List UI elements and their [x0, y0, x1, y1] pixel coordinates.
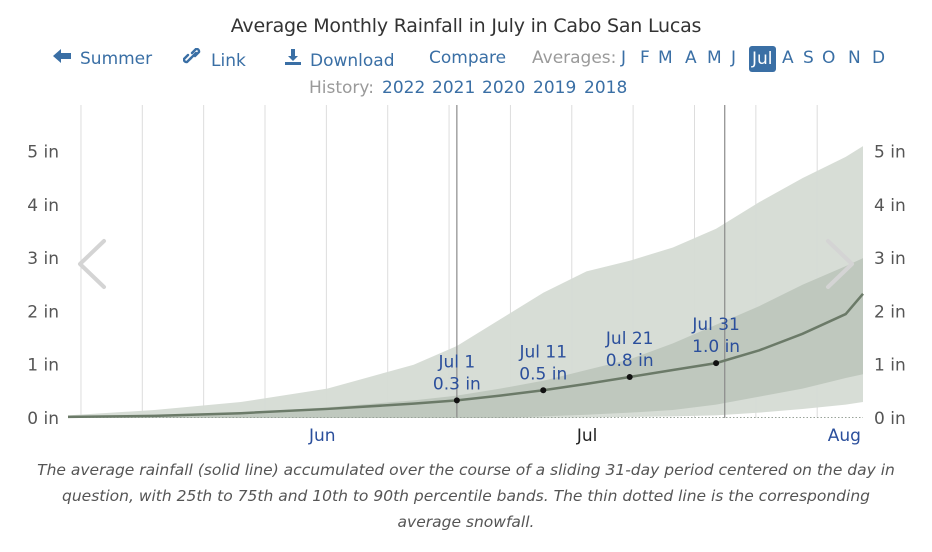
- month-1[interactable]: J: [621, 48, 627, 68]
- rainfall-chart: 0 in 1 in 2 in 3 in 4 in 5 in 0 in 1 in 2 in 3 i…: [27, 105, 906, 446]
- data-point-marker: [453, 397, 460, 404]
- y-tick-label-right: 1 in: [874, 356, 906, 376]
- download-icon: [284, 48, 302, 71]
- annotation-date: Jul 11: [518, 342, 567, 362]
- annotation-value: 0.5 in: [519, 364, 567, 384]
- month-3[interactable]: M: [658, 48, 673, 68]
- annotation-date: Jul 31: [691, 315, 740, 335]
- y-tick-label-right: 5 in: [874, 143, 906, 163]
- month-12[interactable]: D: [872, 48, 886, 68]
- y-tick-label-right: 0 in: [874, 409, 906, 429]
- link-icon: [182, 47, 203, 71]
- y-tick-label-left: 0 in: [27, 409, 59, 429]
- annotation-value: 0.3 in: [433, 374, 481, 394]
- y-tick-label-right: 4 in: [874, 196, 906, 216]
- next-arrow[interactable]: [826, 239, 854, 289]
- arrow-left-icon: [52, 48, 72, 69]
- month-5[interactable]: M: [707, 48, 722, 68]
- month-11[interactable]: N: [848, 48, 861, 68]
- data-point-marker: [713, 360, 720, 367]
- annotation-date: Jul 1: [437, 352, 475, 372]
- annotation-value: 0.8 in: [606, 351, 654, 371]
- x-tick-label: Jul: [576, 426, 598, 446]
- download-label: Download: [310, 51, 395, 71]
- month-9[interactable]: S: [803, 48, 814, 68]
- annotation-date: Jul 21: [605, 329, 654, 349]
- link-label: Link: [211, 51, 246, 71]
- y-tick-label-left: 1 in: [27, 356, 59, 376]
- y-tick-label-left: 5 in: [27, 143, 59, 163]
- y-tick-label-left: 2 in: [27, 302, 59, 322]
- history-year-2022[interactable]: 2022: [382, 78, 426, 98]
- annotations: Jul 10.3 in Jul 110.5 in Jul 210.8 in Jul 3…: [433, 315, 740, 404]
- highlight-lines: [456, 105, 726, 418]
- history-year-2019[interactable]: 2019: [533, 78, 577, 98]
- y-axis-right: 0 in 1 in 2 in 3 in 4 in 5 in: [874, 143, 906, 430]
- month-7[interactable]: Jul: [749, 46, 776, 72]
- chevron-right-icon: [826, 239, 854, 289]
- y-tick-label-right: 3 in: [874, 249, 906, 269]
- annotation-value: 1.0 in: [692, 337, 740, 357]
- averages-label: Averages:: [532, 48, 617, 68]
- compare-button[interactable]: Compare: [429, 48, 507, 68]
- month-6[interactable]: J: [731, 48, 737, 68]
- x-tick-label: Jun: [308, 426, 336, 446]
- month-8[interactable]: A: [782, 48, 794, 68]
- chevron-left-icon: [78, 239, 106, 289]
- nav-bar: Summer Link Download Compare Averages: J…: [0, 46, 932, 72]
- average-rainfall-line: [67, 292, 864, 419]
- page-title: Average Monthly Rainfall in July in Cabo…: [230, 15, 702, 37]
- download-button[interactable]: Download: [284, 48, 395, 71]
- data-point-marker: [626, 373, 633, 380]
- history-year-2018[interactable]: 2018: [584, 78, 628, 98]
- x-tick-label: Aug: [828, 426, 861, 446]
- link-button[interactable]: Link: [182, 47, 246, 71]
- history-year-2021[interactable]: 2021: [432, 78, 476, 98]
- x-axis: Jun Jul Aug: [308, 426, 861, 446]
- y-tick-label-left: 4 in: [27, 196, 59, 216]
- history-year-2020[interactable]: 2020: [482, 78, 526, 98]
- history-label: History:: [309, 78, 374, 98]
- y-tick-label-left: 3 in: [27, 249, 59, 269]
- month-4[interactable]: A: [685, 48, 697, 68]
- month-2[interactable]: F: [640, 48, 650, 68]
- y-tick-label-right: 2 in: [874, 302, 906, 322]
- y-axis-left: 0 in 1 in 2 in 3 in 4 in 5 in: [27, 143, 59, 430]
- data-point-marker: [540, 387, 547, 394]
- chart-caption: The average rainfall (solid line) accumu…: [37, 461, 895, 531]
- summer-link[interactable]: Summer: [52, 48, 152, 69]
- summer-label: Summer: [80, 49, 153, 69]
- month-10[interactable]: O: [822, 48, 836, 68]
- inner-percentile-band: [68, 258, 863, 418]
- prev-arrow[interactable]: [78, 239, 106, 289]
